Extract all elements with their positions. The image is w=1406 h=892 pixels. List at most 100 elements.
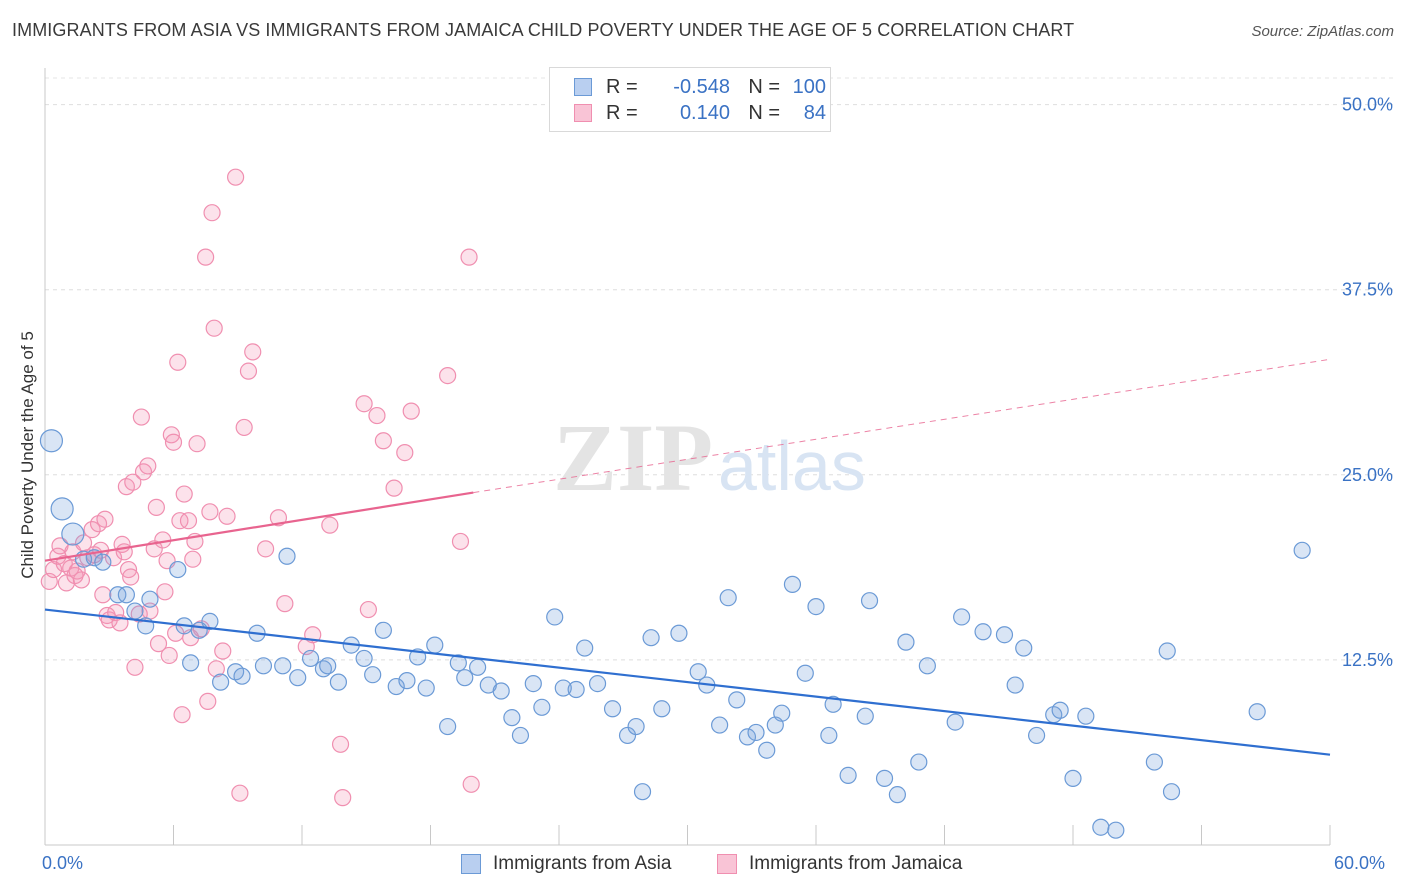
asia-point-62 xyxy=(719,589,737,607)
asia-point-16 xyxy=(212,673,230,691)
jamaica-point-69 xyxy=(256,540,275,558)
asia-point-29 xyxy=(355,649,373,668)
asia-point-61 xyxy=(711,716,729,734)
jamaica-point-60 xyxy=(205,319,223,337)
jamaica-point-80 xyxy=(374,432,392,450)
jamaica-point-10 xyxy=(72,571,91,589)
asia-point-22 xyxy=(274,657,292,675)
asia-point-8 xyxy=(126,602,144,620)
jamaica-point-77 xyxy=(355,395,373,413)
jamaica-trend-extension xyxy=(473,358,1331,494)
asia-point-82 xyxy=(946,713,964,731)
asia-point-74 xyxy=(839,766,857,785)
legend-row-jamaica: R = 0.140 N = 84 xyxy=(574,101,826,125)
y-tick-label-0: 12.5% xyxy=(1342,650,1393,670)
asia-point-0 xyxy=(39,429,64,453)
asia-point-69 xyxy=(783,575,802,593)
asia-point-47 xyxy=(546,608,564,626)
chart-title: IMMIGRANTS FROM ASIA VS IMMIGRANTS FROM … xyxy=(12,20,1075,40)
correlation-legend: R = -0.548 N = 100 R = 0.140 N = 84 xyxy=(549,67,831,132)
bottom-legend-jamaica: Immigrants from Jamaica xyxy=(717,851,962,877)
jamaica-n-value: 84 xyxy=(803,101,826,124)
asia-point-66 xyxy=(758,741,776,759)
jamaica-point-38 xyxy=(149,635,168,653)
asia-point-50 xyxy=(576,639,594,657)
jamaica-point-86 xyxy=(460,248,478,266)
asia-point-86 xyxy=(1006,676,1024,694)
asia-point-42 xyxy=(492,682,510,700)
y-axis-label: Child Poverty Under the Age of 5 xyxy=(18,331,37,579)
asia-point-57 xyxy=(653,700,671,718)
jamaica-point-58 xyxy=(201,503,219,521)
jamaica-point-59 xyxy=(203,204,221,222)
jamaica-point-30 xyxy=(126,658,144,676)
jamaica-point-48 xyxy=(173,706,191,724)
jamaica-point-82 xyxy=(396,443,414,462)
jamaica-point-74 xyxy=(321,516,339,534)
asia-point-63 xyxy=(728,691,746,709)
asia-point-96 xyxy=(1158,642,1176,660)
asia-n-value: 100 xyxy=(792,75,826,98)
source-label: Source: ZipAtlas.com xyxy=(1251,23,1394,40)
asia-point-15 xyxy=(182,654,200,672)
jamaica-point-62 xyxy=(214,642,232,660)
jamaica-point-37 xyxy=(147,498,165,516)
watermark-zip: ZIP xyxy=(553,404,713,511)
jamaica-point-85 xyxy=(451,532,470,551)
asia-swatch xyxy=(574,78,592,96)
asia-point-94 xyxy=(1107,821,1125,839)
asia-point-70 xyxy=(796,664,814,682)
asia-point-46 xyxy=(533,698,551,716)
asia-n-label: N = xyxy=(748,75,780,98)
bottom-jamaica-label: Immigrants from Jamaica xyxy=(749,853,963,874)
jamaica-point-34 xyxy=(139,457,157,475)
jamaica-point-67 xyxy=(239,362,258,380)
asia-point-95 xyxy=(1145,753,1163,771)
jamaica-point-66 xyxy=(235,418,253,437)
jamaica-point-81 xyxy=(385,479,403,497)
jamaica-points xyxy=(40,168,480,807)
asia-point-30 xyxy=(364,666,382,684)
jamaica-point-79 xyxy=(368,406,386,425)
asia-point-78 xyxy=(888,786,906,804)
legend-row-asia: R = -0.548 N = 100 xyxy=(574,75,826,99)
asia-point-99 xyxy=(1293,541,1311,559)
bottom-legend-asia: Immigrants from Asia xyxy=(461,851,671,877)
asia-point-43 xyxy=(503,709,521,727)
jamaica-point-83 xyxy=(402,402,420,420)
asia-point-65 xyxy=(747,723,765,742)
asia-point-11 xyxy=(169,560,187,579)
asia-point-51 xyxy=(588,674,607,693)
asia-point-77 xyxy=(875,769,894,787)
jamaica-swatch xyxy=(574,104,592,122)
asia-point-93 xyxy=(1092,818,1110,836)
jamaica-point-52 xyxy=(184,550,202,568)
asia-point-64 xyxy=(738,728,757,746)
asia-point-85 xyxy=(995,626,1014,644)
jamaica-point-78 xyxy=(359,600,377,619)
jamaica-point-54 xyxy=(188,435,206,453)
jamaica-point-46 xyxy=(169,353,187,371)
asia-point-68 xyxy=(773,704,791,722)
asia-point-75 xyxy=(856,707,874,725)
watermark-atlas: atlas xyxy=(718,427,866,505)
y-tick-labels: 12.5% 25.0% 37.5% 50.0% xyxy=(1342,95,1393,670)
jamaica-point-40 xyxy=(156,583,174,601)
asia-point-14 xyxy=(190,621,208,639)
asia-point-36 xyxy=(426,636,444,654)
asia-point-2 xyxy=(61,522,85,546)
jamaica-point-76 xyxy=(334,789,352,807)
y-tick-label-1: 25.0% xyxy=(1342,465,1393,485)
asia-point-45 xyxy=(524,674,542,693)
jamaica-point-29 xyxy=(124,473,142,491)
asia-point-59 xyxy=(689,663,707,681)
jamaica-point-57 xyxy=(199,692,217,710)
jamaica-point-1 xyxy=(44,560,63,579)
jamaica-point-84 xyxy=(439,366,457,385)
asia-point-27 xyxy=(329,673,348,691)
asia-point-18 xyxy=(233,667,251,685)
jamaica-point-44 xyxy=(164,433,183,451)
asia-r-value: -0.548 xyxy=(673,75,730,98)
asia-trend-line xyxy=(44,608,1331,756)
asia-point-40 xyxy=(469,658,487,676)
